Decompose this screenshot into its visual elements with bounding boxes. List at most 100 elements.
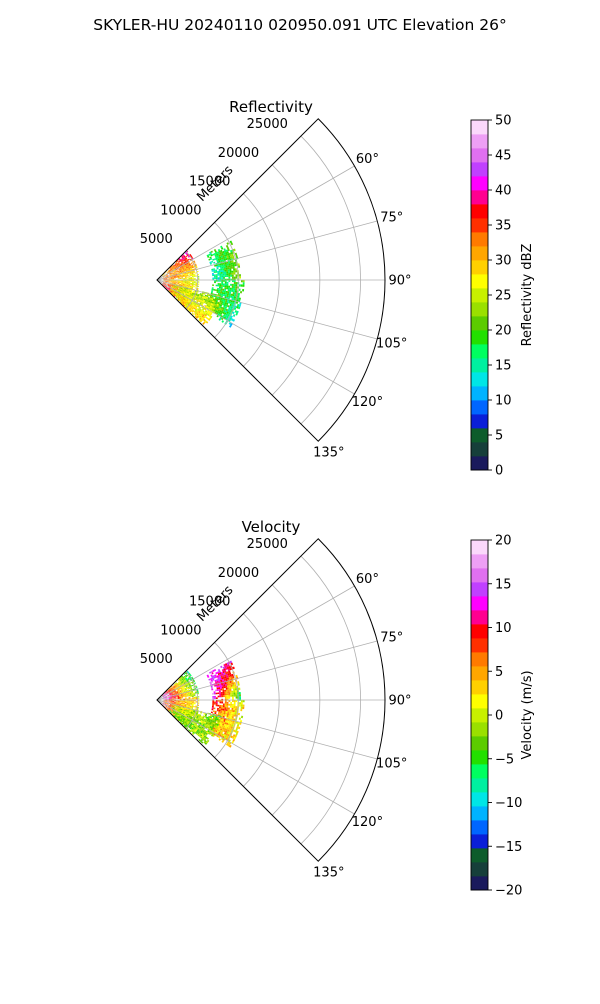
echo-gate <box>217 271 219 273</box>
echo-gate <box>234 695 236 697</box>
echo-gate <box>241 716 243 719</box>
echo-gate <box>242 289 244 291</box>
echo-gate <box>223 285 225 287</box>
echo-gate <box>229 267 231 269</box>
echo-gate <box>229 291 231 293</box>
echo-gate <box>224 289 226 291</box>
echo-gate <box>239 717 241 720</box>
figure-suptitle: SKYLER-HU 20240110 020950.091 UTC Elevat… <box>0 16 600 34</box>
echo-gate <box>228 709 230 711</box>
echo-gate <box>232 704 234 706</box>
echo-gate <box>169 702 171 703</box>
echo-gate <box>213 707 215 709</box>
echo-gate <box>224 291 226 293</box>
echo-gate <box>212 284 214 286</box>
colorbar-segment <box>471 232 488 246</box>
colorbar-segment <box>471 638 488 652</box>
echo-gate <box>233 268 235 270</box>
echo-gate <box>228 273 230 275</box>
echo-gate <box>212 696 214 698</box>
echo-gate <box>219 690 221 692</box>
echo-gate <box>226 291 228 293</box>
echo-gate <box>222 270 224 272</box>
echo-gate <box>188 282 190 283</box>
echo-gate <box>221 277 223 279</box>
echo-gate <box>216 693 218 695</box>
echo-gate <box>236 282 238 284</box>
echo-gate <box>225 713 227 715</box>
echo-gate <box>180 701 182 702</box>
echo-gate <box>194 282 196 283</box>
echo-gate <box>214 696 216 698</box>
echo-gate <box>226 273 228 275</box>
echo-gate <box>231 710 233 712</box>
echo-gate <box>178 278 180 279</box>
echo-gate <box>234 692 236 694</box>
echo-gate <box>226 689 228 691</box>
echo-gate <box>231 708 233 710</box>
echo-gate <box>228 286 230 288</box>
echo-gate <box>223 272 225 274</box>
echo-gate <box>223 693 225 695</box>
echo-gate <box>233 292 235 294</box>
colorbar-segment <box>471 302 488 316</box>
theta-tick-label: 120° <box>352 815 383 830</box>
colorbar-segment <box>471 246 488 260</box>
echo-gate <box>169 278 171 279</box>
echo-gate <box>190 280 192 281</box>
colorbar-segment <box>471 456 488 470</box>
echo-gate <box>221 694 223 696</box>
echo-gate <box>241 702 243 704</box>
echo-gate <box>225 275 227 277</box>
echo-gate <box>221 287 223 289</box>
echo-gate <box>224 268 226 270</box>
echo-gate <box>225 697 227 699</box>
echo-gate <box>217 285 219 287</box>
echo-gate <box>194 698 196 699</box>
echo-gate <box>190 698 192 699</box>
echo-gate <box>228 277 230 279</box>
colorbar-segment <box>471 610 488 624</box>
echo-gate <box>223 283 225 285</box>
theta-tick-label: 90° <box>388 274 411 289</box>
echo-gate <box>228 691 230 693</box>
echo-gate <box>231 290 233 292</box>
echo-gate <box>194 700 196 701</box>
echo-gate <box>177 269 179 270</box>
echo-gate <box>239 276 241 278</box>
colorbar-segment <box>471 260 488 274</box>
colorbar-segment <box>471 736 488 750</box>
echo-gate <box>176 281 178 282</box>
echo-gate <box>224 287 226 289</box>
colorbar-segment <box>471 596 488 610</box>
colorbar-tick-label: −5 <box>495 752 514 767</box>
echo-gate <box>219 707 221 709</box>
echo-gate <box>219 276 221 278</box>
echo-gate <box>230 693 232 695</box>
echo-gate <box>183 278 185 279</box>
echo-gate <box>226 271 228 273</box>
echo-gate <box>230 294 232 296</box>
echo-gate <box>185 702 187 703</box>
echo-gate <box>191 685 193 687</box>
echo-gate <box>216 705 218 707</box>
angular-gridline <box>157 586 354 700</box>
echo-gate <box>239 289 241 291</box>
echo-gate <box>235 274 237 276</box>
echo-gate <box>192 698 194 699</box>
echo-gate <box>214 282 216 284</box>
theta-tick-label: 105° <box>376 336 407 351</box>
echo-gate <box>212 704 214 706</box>
echo-gate <box>218 696 220 698</box>
echo-gate <box>185 698 187 699</box>
echo-gate <box>228 707 230 709</box>
echo-gate <box>234 686 236 688</box>
echo-gate <box>230 706 232 708</box>
echo-gate <box>180 698 182 699</box>
echo-gate <box>226 688 228 690</box>
echo-gate <box>178 701 180 702</box>
echo-gate <box>216 274 218 276</box>
colorbar-label: Velocity (m/s) <box>520 670 535 759</box>
colorbar-segment <box>471 204 488 218</box>
echo-gate <box>219 277 221 279</box>
